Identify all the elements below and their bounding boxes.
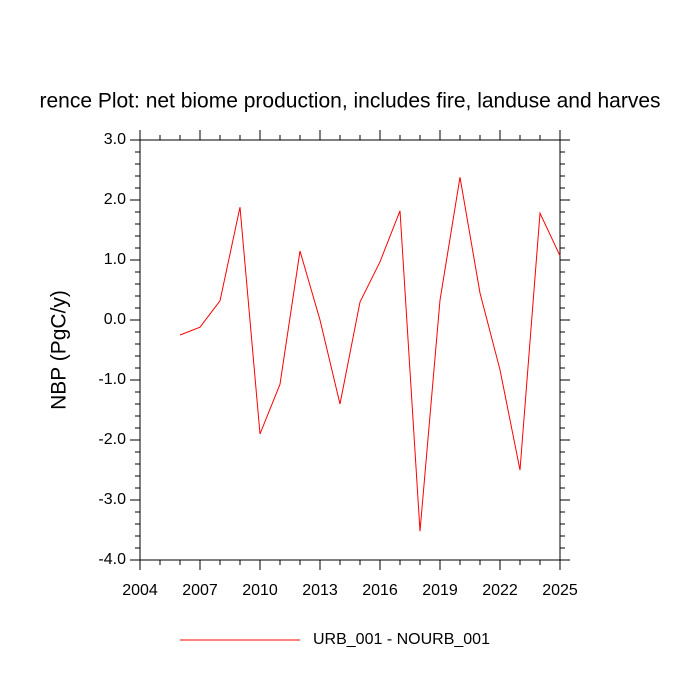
x-tick-label: 2016 — [362, 582, 398, 599]
y-tick-label: -3.0 — [98, 491, 126, 508]
x-tick-label: 2013 — [302, 582, 338, 599]
x-tick-label: 2004 — [122, 582, 158, 599]
chart-title: rence Plot: net biome production, includ… — [39, 90, 660, 113]
y-tick-label: 1.0 — [104, 251, 126, 268]
x-tick-label: 2007 — [182, 582, 218, 599]
y-tick-label: 3.0 — [104, 131, 126, 148]
y-axis-label: NBP (PgC/y) — [48, 290, 71, 410]
y-tick-label: 2.0 — [104, 191, 126, 208]
x-tick-label: 2022 — [482, 582, 518, 599]
x-tick-label: 2010 — [242, 582, 278, 599]
x-tick-label: 2025 — [542, 582, 578, 599]
data-line — [179, 177, 561, 532]
y-tick-label: 0.0 — [104, 311, 126, 328]
legend-label: URB_001 - NOURB_001 — [313, 631, 490, 648]
y-tick-label: -4.0 — [98, 551, 126, 568]
y-tick-label: -2.0 — [98, 431, 126, 448]
x-tick-label: 2019 — [422, 582, 458, 599]
plot-frame — [139, 139, 561, 561]
y-tick-label: -1.0 — [98, 371, 126, 388]
